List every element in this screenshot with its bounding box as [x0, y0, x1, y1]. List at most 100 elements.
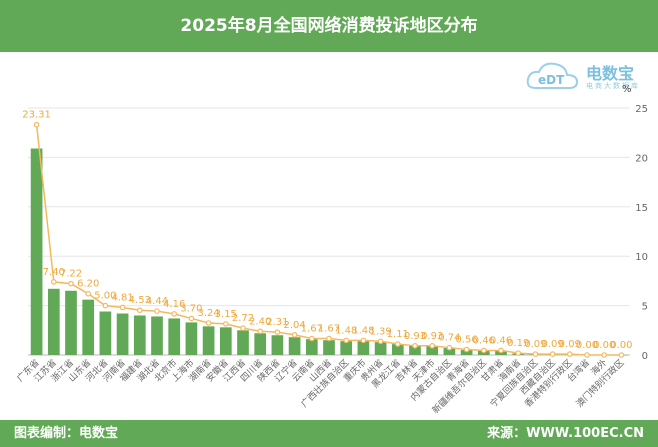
y-tick-label: 5 — [642, 302, 648, 313]
bar — [237, 330, 249, 355]
data-label: 1.67 — [318, 324, 340, 335]
bar — [409, 345, 421, 355]
bar — [357, 341, 370, 355]
line-point — [154, 308, 160, 314]
bar — [254, 333, 267, 355]
line-point — [119, 304, 126, 311]
line-point — [171, 311, 178, 317]
watermark-brand: 电数宝 — [586, 64, 635, 83]
line-point — [377, 338, 384, 345]
bar — [391, 344, 404, 355]
line-point — [85, 290, 92, 297]
y-tick-label: 15 — [635, 203, 648, 214]
line-point — [360, 337, 367, 344]
bar — [374, 342, 387, 355]
footer-bar: 图表编制：电数宝 来源：WWW.100EC.CN — [0, 420, 658, 447]
data-label: 1.67 — [301, 324, 323, 335]
bar — [30, 148, 43, 355]
data-label: 7.22 — [60, 269, 82, 280]
y-tick-label: 0 — [642, 351, 648, 362]
bar — [99, 311, 112, 355]
bar — [219, 327, 232, 355]
line-point — [50, 279, 57, 285]
line-point — [33, 121, 40, 128]
line-point — [343, 337, 350, 344]
line-point — [532, 351, 539, 357]
data-label: 7.40 — [43, 267, 65, 278]
line-point — [326, 335, 332, 342]
data-label: 1.11 — [387, 329, 409, 340]
bar — [460, 350, 473, 355]
data-label: 1.39 — [369, 326, 391, 337]
line-point — [308, 335, 315, 342]
line-point — [205, 320, 212, 326]
line-point — [188, 315, 195, 322]
line-point — [601, 352, 608, 358]
line-point — [240, 325, 246, 331]
data-label: 0.00 — [576, 340, 598, 351]
line-point — [429, 343, 436, 349]
line-point — [618, 352, 625, 358]
bar — [82, 299, 95, 355]
data-label: 2.04 — [283, 320, 305, 331]
data-label: 0.93 — [421, 331, 443, 342]
y-tick-label: 20 — [635, 153, 648, 164]
data-label: 0.00 — [593, 340, 615, 351]
line-point — [480, 347, 487, 354]
data-label: 0.93 — [404, 331, 426, 342]
data-label: 6.20 — [77, 279, 99, 290]
line-point — [257, 328, 264, 335]
data-label: 1.48 — [352, 325, 374, 336]
line-point — [515, 350, 522, 356]
footer-source: 来源：WWW.100EC.CN — [487, 426, 644, 441]
line-point — [394, 341, 401, 347]
data-label: 5.00 — [94, 291, 116, 302]
bar — [185, 322, 198, 355]
line-point — [137, 307, 143, 314]
watermark: eDT 电数宝 电商大数据库 — [524, 58, 644, 94]
data-label: 0.09 — [541, 339, 563, 350]
line-point — [463, 346, 470, 353]
bar — [305, 339, 318, 355]
data-label: 0.46 — [490, 335, 512, 346]
bar — [288, 337, 301, 355]
data-label: 4.81 — [111, 292, 133, 303]
line-point — [102, 302, 109, 309]
watermark-subtitle: 电商大数据库 — [586, 82, 640, 90]
data-label: 2.72 — [232, 313, 254, 324]
bar — [65, 290, 77, 355]
line-point — [584, 352, 590, 358]
chart-area: 0510152025%广东省江苏省浙江省山东省河北省河南省福建省湖北省北京市上海… — [14, 84, 648, 416]
bar — [168, 318, 181, 355]
bar — [116, 313, 129, 355]
logo-text: eDT — [538, 73, 565, 87]
line-point — [549, 351, 556, 357]
data-label: 4.16 — [163, 299, 185, 310]
line-point — [446, 344, 453, 351]
y-tick-label: 25 — [635, 104, 648, 115]
data-label: 2.31 — [266, 317, 288, 328]
line-point — [291, 332, 298, 338]
line-point — [412, 343, 418, 349]
line-point — [498, 347, 504, 354]
data-label: 0.74 — [438, 333, 460, 344]
data-label: 3.24 — [197, 308, 219, 319]
bar — [426, 346, 439, 355]
footer-credit: 图表编制：电数宝 — [14, 426, 119, 441]
data-label: 0.46 — [473, 335, 495, 346]
data-label: 0.09 — [524, 339, 546, 350]
bar — [340, 341, 353, 355]
data-label: 1.48 — [335, 325, 357, 336]
bar — [443, 348, 456, 355]
line-point — [68, 280, 74, 287]
chart-title: 2025年8月全国网络消费投诉地区分布 — [180, 16, 478, 36]
data-label: 23.31 — [22, 110, 51, 121]
bar — [202, 326, 215, 355]
line-point — [274, 329, 281, 335]
data-label: 0.56 — [455, 334, 477, 345]
data-label: 3.70 — [180, 303, 202, 314]
bar — [133, 315, 146, 355]
line-point — [223, 321, 229, 327]
data-label: 4.44 — [146, 296, 168, 307]
data-label: 2.40 — [249, 316, 271, 327]
